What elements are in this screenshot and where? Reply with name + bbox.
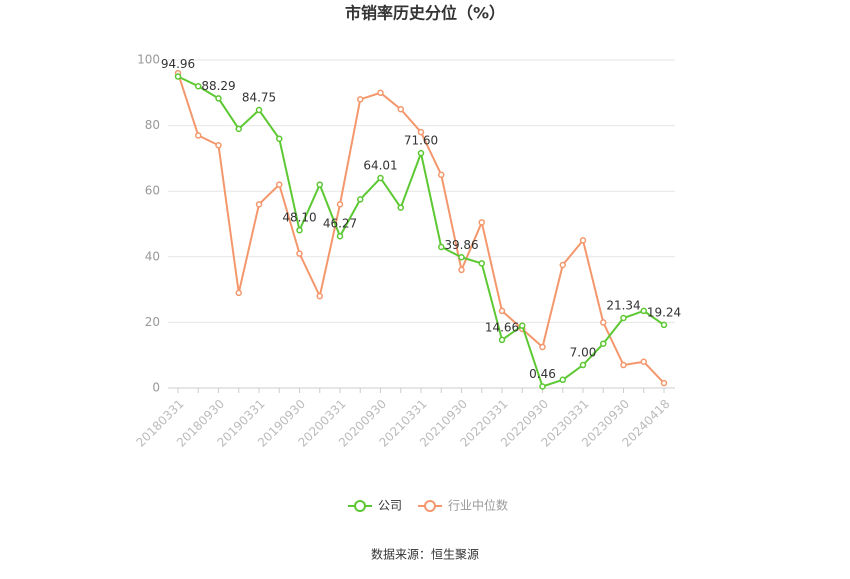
- point: [579, 237, 587, 244]
- point: [377, 174, 384, 182]
- point: [255, 106, 263, 114]
- data-label: 46.27: [323, 217, 357, 231]
- y-tick-label: 40: [145, 249, 160, 263]
- legend-label: 公司: [378, 499, 402, 513]
- series-line: [177, 75, 665, 388]
- point: [174, 73, 182, 80]
- point: [498, 336, 506, 344]
- point: [215, 142, 222, 149]
- point: [195, 132, 202, 139]
- point: [215, 95, 222, 102]
- point: [620, 314, 627, 322]
- point: [438, 171, 445, 179]
- point: [498, 307, 506, 315]
- point: [357, 96, 364, 103]
- point: [519, 322, 526, 329]
- point: [559, 376, 566, 384]
- point: [640, 358, 647, 366]
- point: [235, 289, 242, 297]
- data-label: 39.86: [444, 238, 478, 252]
- data-label: 64.01: [363, 159, 397, 173]
- point: [276, 135, 283, 142]
- point: [296, 250, 303, 257]
- data-label: 19.24: [647, 305, 681, 319]
- point: [478, 260, 485, 267]
- point: [255, 201, 263, 208]
- point: [316, 181, 323, 188]
- y-tick-label: 0: [152, 381, 160, 395]
- point: [357, 196, 364, 203]
- legend-marker: [354, 500, 366, 512]
- point: [539, 383, 546, 390]
- point: [559, 261, 566, 269]
- point: [620, 361, 627, 369]
- data-label: 88.29: [201, 79, 235, 93]
- legend-label: 行业中位数: [448, 498, 508, 513]
- point: [316, 292, 323, 300]
- data-label: 84.75: [242, 91, 276, 105]
- y-tick-label: 60: [145, 184, 160, 198]
- point: [600, 319, 607, 326]
- y-tick-label: 80: [145, 118, 160, 132]
- point: [377, 89, 384, 97]
- source: 数据来源：恒生聚源: [371, 547, 479, 562]
- point: [235, 125, 242, 133]
- data-label: 94.96: [161, 57, 195, 71]
- y-tick-label: 20: [145, 315, 160, 329]
- chart-title: 市销率历史分位（%）: [345, 4, 505, 23]
- point: [397, 105, 404, 113]
- data-label: 21.34: [606, 299, 640, 313]
- data-label: 71.60: [404, 134, 438, 148]
- point: [195, 82, 202, 90]
- point: [539, 343, 546, 351]
- data-label: 0.46: [529, 367, 556, 381]
- point: [458, 254, 465, 261]
- point: [336, 232, 344, 240]
- y-tick-label: 100: [137, 53, 160, 67]
- point: [579, 361, 587, 369]
- point: [336, 201, 344, 208]
- legend-marker: [424, 500, 436, 512]
- point: [458, 266, 465, 274]
- point: [478, 219, 485, 226]
- point: [296, 226, 303, 234]
- data-label: 48.10: [282, 211, 316, 225]
- data-label: 14.66: [485, 320, 519, 334]
- point: [397, 204, 404, 211]
- point: [438, 243, 445, 251]
- point: [417, 149, 425, 157]
- point: [640, 307, 647, 315]
- point: [600, 340, 607, 347]
- point: [660, 379, 668, 387]
- point: [417, 128, 425, 136]
- point: [660, 321, 668, 329]
- data-label: 7.00: [570, 346, 597, 360]
- point: [276, 181, 283, 188]
- series-line: [177, 72, 665, 384]
